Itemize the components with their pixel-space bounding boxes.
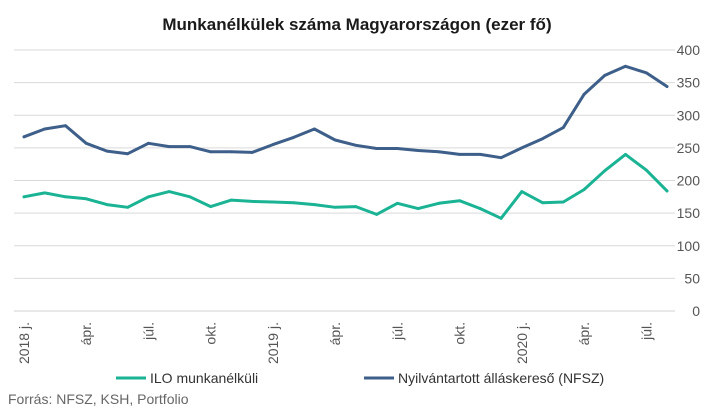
x-tick-label: ápr. xyxy=(78,322,94,345)
data-point xyxy=(43,191,47,195)
data-point xyxy=(458,153,461,156)
data-point xyxy=(520,190,524,193)
data-point xyxy=(665,85,669,88)
data-point xyxy=(375,147,379,150)
data-point xyxy=(582,188,586,192)
data-point xyxy=(624,153,627,156)
data-point xyxy=(541,137,544,141)
x-tick-label: júl. xyxy=(389,322,405,341)
data-point xyxy=(22,135,26,139)
data-point xyxy=(126,205,130,209)
data-point xyxy=(292,136,296,139)
data-point xyxy=(624,64,627,68)
data-point xyxy=(84,141,88,145)
data-point xyxy=(126,152,130,156)
y-axis: 0 50 100 150 200 250 300 350 400 xyxy=(677,42,701,319)
data-point xyxy=(541,201,544,205)
data-point xyxy=(105,149,109,153)
data-point xyxy=(312,203,316,207)
data-point xyxy=(478,207,482,210)
data-point xyxy=(354,143,358,147)
data-point xyxy=(292,201,296,205)
data-point xyxy=(416,207,420,210)
data-point xyxy=(437,201,441,205)
legend-label-nfsz: Nyilvántartott álláskereső (NFSZ) xyxy=(398,370,604,386)
data-point xyxy=(230,150,233,154)
series-line-0 xyxy=(22,152,669,220)
data-point xyxy=(188,145,192,148)
data-point xyxy=(375,213,379,216)
data-point xyxy=(22,195,26,199)
data-point xyxy=(520,146,524,150)
x-axis: 2018 j. ápr. júl. okt. 2019 j. ápr. júl. okt. 20… xyxy=(16,322,654,364)
y-tick-label: 250 xyxy=(677,140,701,156)
legend-label-ilo: ILO munkanélküli xyxy=(150,370,258,386)
x-tick-label: 2019 j. xyxy=(265,322,281,364)
series-line-1 xyxy=(22,64,669,160)
data-point xyxy=(499,156,503,160)
y-tick-label: 400 xyxy=(677,42,701,58)
data-point xyxy=(209,205,213,209)
x-tick-label: ápr. xyxy=(327,322,343,345)
data-point xyxy=(416,149,420,152)
data-point xyxy=(499,216,503,220)
x-tick-label: 2020 j. xyxy=(514,322,530,364)
x-tick-label: okt. xyxy=(203,322,219,345)
legend: ILO munkanélküli Nyilvántartott állásker… xyxy=(116,370,604,386)
data-point xyxy=(167,190,171,193)
x-tick-label: júl. xyxy=(140,322,156,341)
y-tick-label: 100 xyxy=(677,238,701,254)
data-point xyxy=(458,199,461,203)
data-point xyxy=(271,200,275,204)
source-note: Forrás: NFSZ, KSH, Portfolio xyxy=(8,391,189,407)
data-point xyxy=(64,195,67,199)
data-point xyxy=(250,199,254,203)
x-tick-label: júl. xyxy=(638,322,654,341)
data-point xyxy=(582,92,586,96)
data-point xyxy=(250,151,254,154)
x-tick-label: okt. xyxy=(452,322,468,345)
y-tick-label: 50 xyxy=(684,270,700,286)
data-point xyxy=(64,124,67,128)
data-point xyxy=(395,147,399,150)
data-point xyxy=(43,127,47,131)
series-lines xyxy=(22,64,669,220)
data-point xyxy=(561,200,565,204)
data-point xyxy=(665,189,669,193)
data-point xyxy=(333,138,337,142)
data-point xyxy=(478,153,482,156)
data-point xyxy=(147,141,150,145)
y-tick-label: 200 xyxy=(677,173,701,189)
data-point xyxy=(147,195,150,199)
y-tick-label: 300 xyxy=(677,107,701,123)
data-point xyxy=(188,195,192,199)
data-point xyxy=(209,150,213,154)
data-point xyxy=(603,169,607,173)
data-point xyxy=(603,74,607,77)
data-point xyxy=(644,168,648,172)
x-tick-label: 2018 j. xyxy=(16,322,32,364)
data-point xyxy=(395,201,399,205)
data-point xyxy=(644,71,648,75)
y-tick-label: 350 xyxy=(677,75,701,91)
x-tick-label: ápr. xyxy=(576,322,592,345)
gridlines xyxy=(14,49,675,312)
y-tick-label: 150 xyxy=(677,205,701,221)
chart-title: Munkanélkülek száma Magyarországon (ezer… xyxy=(162,15,551,34)
data-point xyxy=(271,143,275,147)
data-point xyxy=(105,203,109,207)
data-point xyxy=(561,126,565,130)
data-point xyxy=(167,145,171,148)
data-point xyxy=(312,127,316,131)
data-point xyxy=(333,205,337,209)
data-point xyxy=(437,150,441,154)
data-point xyxy=(354,205,358,209)
data-point xyxy=(230,198,233,202)
y-tick-label: 0 xyxy=(692,303,700,319)
data-point xyxy=(84,197,88,201)
